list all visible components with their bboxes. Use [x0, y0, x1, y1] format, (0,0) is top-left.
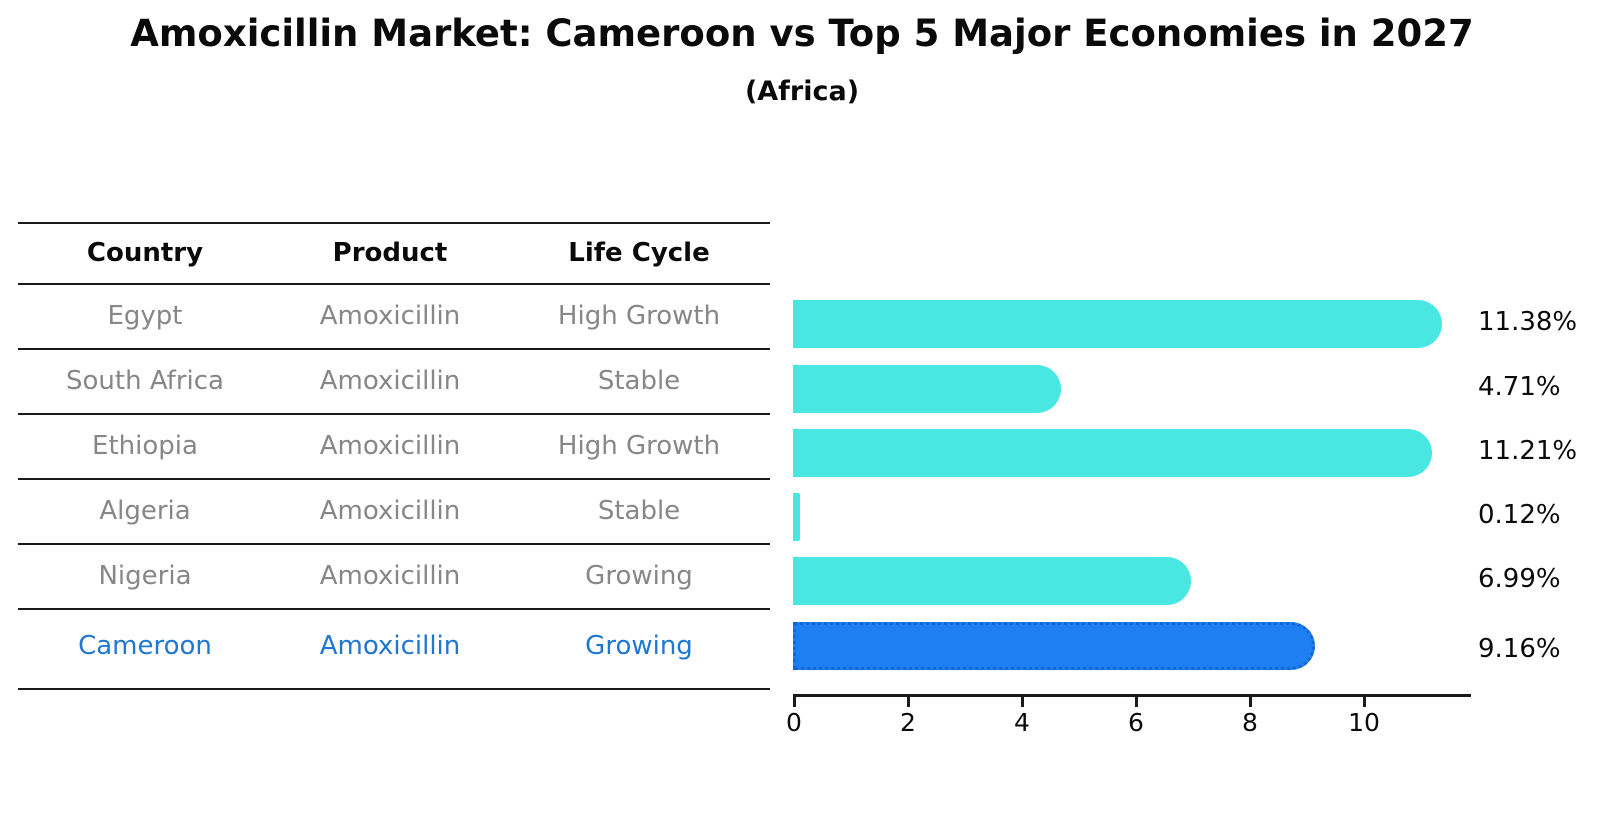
life-cycle-cell-cameroon: Growing — [585, 631, 693, 661]
life-cycle-cell: High Growth — [557, 431, 721, 461]
x-tick — [1135, 697, 1138, 707]
product-cell: Amoxicillin — [319, 496, 461, 526]
column-header-life-cycle: Life Cycle — [568, 238, 710, 268]
bar-nigeria — [793, 557, 1192, 605]
chart-subtitle: (Africa) — [744, 76, 860, 107]
life-cycle-cell: Growing — [585, 561, 693, 591]
product-cell-cameroon: Amoxicillin — [319, 631, 461, 661]
x-tick-label: 4 — [1014, 708, 1030, 737]
x-tick — [793, 697, 796, 707]
table-rule — [18, 348, 770, 350]
x-tick-label: 10 — [1348, 708, 1380, 737]
x-tick-label: 6 — [1128, 708, 1144, 737]
value-label-ethiopia: 11.21% — [1478, 436, 1578, 466]
x-tick-label: 0 — [786, 708, 802, 737]
life-cycle-cell: Stable — [597, 366, 681, 396]
column-header-country: Country — [86, 238, 204, 268]
life-cycle-cell: Stable — [597, 496, 681, 526]
value-label-south-africa: 4.71% — [1478, 372, 1561, 402]
column-header-product: Product — [332, 238, 448, 268]
country-cell: South Africa — [66, 366, 224, 396]
country-cell: Algeria — [99, 496, 191, 526]
country-cell: Nigeria — [98, 561, 192, 591]
product-cell: Amoxicillin — [319, 561, 461, 591]
country-cell: Ethiopia — [92, 431, 198, 461]
table-rule — [18, 283, 770, 285]
x-tick — [907, 697, 910, 707]
product-cell: Amoxicillin — [319, 366, 461, 396]
x-tick-label: 8 — [1242, 708, 1258, 737]
bar-cameroon-highlighted — [793, 622, 1316, 670]
bar-algeria — [793, 493, 800, 541]
table-rule — [18, 222, 770, 224]
country-cell-cameroon: Cameroon — [78, 631, 212, 661]
x-tick — [1249, 697, 1252, 707]
product-cell: Amoxicillin — [319, 301, 461, 331]
x-tick — [1021, 697, 1024, 707]
table-rule — [18, 478, 770, 480]
table-rule — [18, 688, 770, 690]
chart-title: Amoxicillin Market: Cameroon vs Top 5 Ma… — [130, 12, 1474, 55]
product-cell: Amoxicillin — [319, 431, 461, 461]
life-cycle-cell: High Growth — [557, 301, 721, 331]
bar-ethiopia — [793, 429, 1432, 477]
value-label-egypt: 11.38% — [1478, 307, 1578, 337]
table-rule — [18, 608, 770, 610]
value-label-nigeria: 6.99% — [1478, 564, 1561, 594]
bar-south-africa — [793, 365, 1062, 413]
x-tick — [1363, 697, 1366, 707]
table-rule — [18, 413, 770, 415]
country-cell: Egypt — [107, 301, 183, 331]
bar-egypt — [793, 300, 1442, 348]
table-rule — [18, 543, 770, 545]
x-tick-label: 2 — [900, 708, 916, 737]
value-label-algeria: 0.12% — [1478, 500, 1561, 530]
value-label-cameroon: 9.16% — [1478, 634, 1561, 664]
x-axis-line — [793, 694, 1471, 697]
